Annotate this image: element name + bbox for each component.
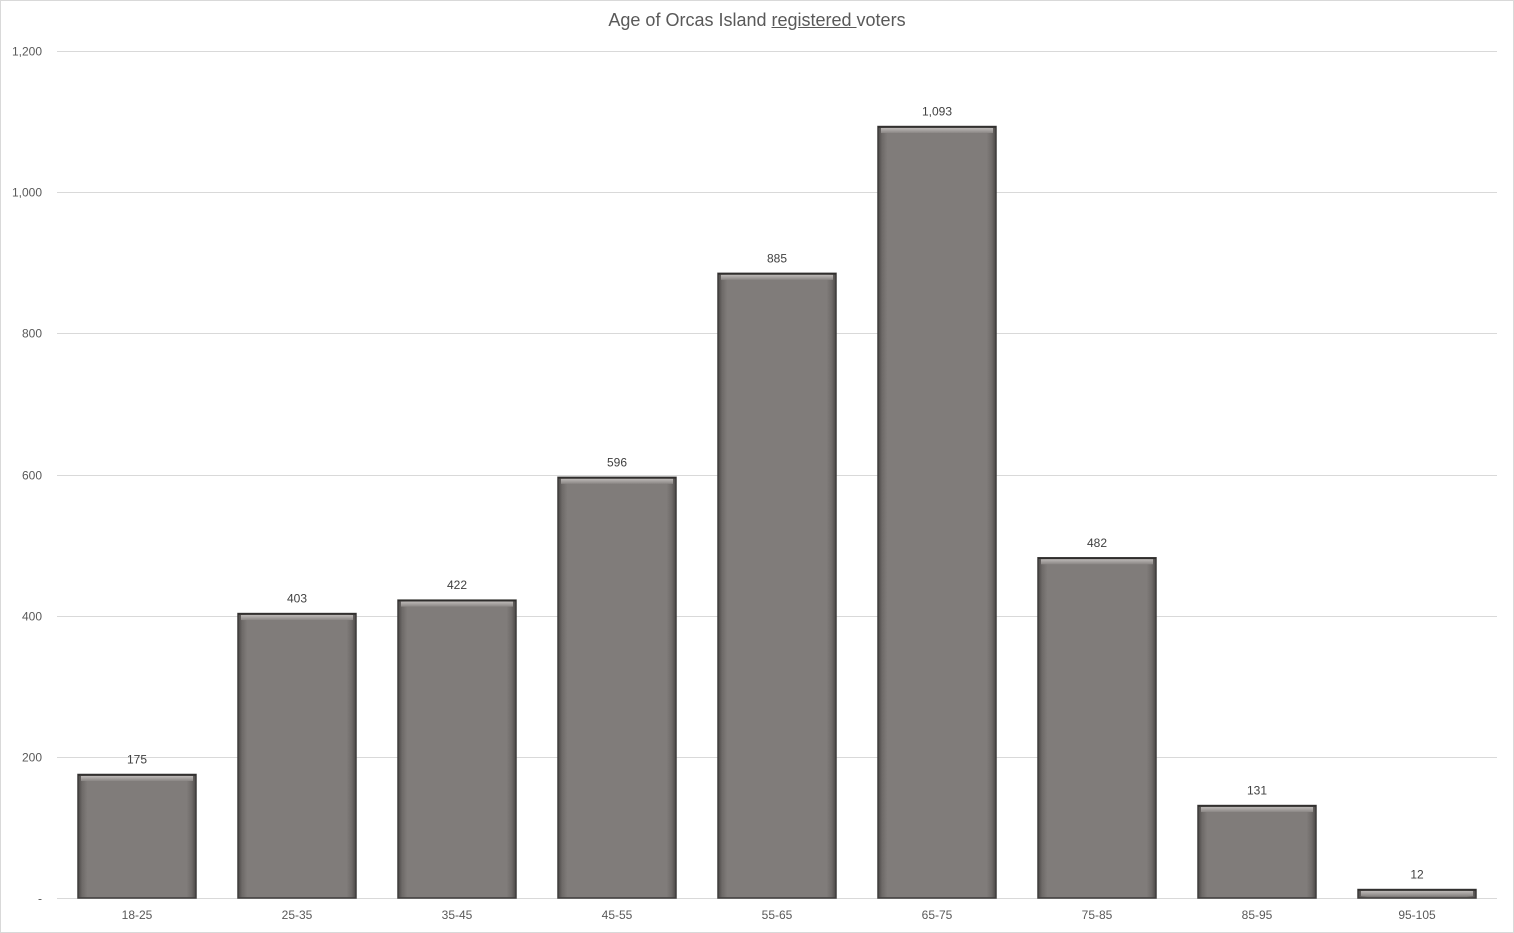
data-labels: 175 403 422 596 885 1,093 482 131 12 <box>127 105 1424 882</box>
bar <box>1197 804 1317 899</box>
bar-bevel <box>401 601 513 607</box>
bar-bevel <box>81 775 193 781</box>
x-tick-label: 85-95 <box>1242 908 1273 922</box>
y-tick-label: 1,200 <box>12 45 42 59</box>
bar <box>1037 557 1157 899</box>
x-axis: 18-25 25-35 35-45 45-55 55-65 65-75 75-85 85-95… <box>122 908 1436 922</box>
data-label: 482 <box>1087 536 1107 550</box>
x-tick-label: 65-75 <box>922 908 953 922</box>
y-tick-label: 200 <box>22 751 42 765</box>
data-label: 12 <box>1410 868 1424 882</box>
y-tick-label: 800 <box>22 327 42 341</box>
bar-bevel <box>1041 559 1153 565</box>
bar-bevel <box>1361 891 1473 897</box>
bar-body <box>77 773 197 899</box>
bar-body <box>397 599 517 899</box>
y-tick-label: 1,000 <box>12 186 42 200</box>
chart-title: Age of Orcas Island registered voters <box>0 10 1514 31</box>
x-tick-label: 75-85 <box>1082 908 1113 922</box>
title-part-1: Age of Orcas Island <box>608 10 772 30</box>
bar-body <box>717 272 837 899</box>
data-label: 1,093 <box>922 105 952 119</box>
bar-body <box>237 612 357 899</box>
data-label: 422 <box>447 578 467 592</box>
data-label: 403 <box>287 592 307 606</box>
bar-body <box>557 476 677 899</box>
y-tick-label: - <box>38 892 42 906</box>
y-axis: - 200 400 600 800 1,000 1,200 <box>12 45 42 906</box>
bar-bevel <box>721 274 833 280</box>
title-part-2-underlined: registered <box>771 10 857 30</box>
bar-body <box>1037 557 1157 899</box>
y-tick-label: 400 <box>22 610 42 624</box>
x-tick-label: 18-25 <box>122 908 153 922</box>
bar <box>557 476 677 899</box>
data-label: 596 <box>607 455 627 469</box>
data-label: 131 <box>1247 784 1267 798</box>
bar <box>77 773 197 899</box>
x-tick-label: 45-55 <box>602 908 633 922</box>
bars <box>77 125 1477 899</box>
x-tick-label: 55-65 <box>762 908 793 922</box>
bar-bevel <box>881 128 993 134</box>
title-part-3: voters <box>856 10 906 30</box>
y-tick-label: 600 <box>22 469 42 483</box>
bar-bevel <box>1201 807 1313 813</box>
x-tick-label: 95-105 <box>1398 908 1436 922</box>
bar-body <box>877 125 997 899</box>
x-tick-label: 25-35 <box>282 908 313 922</box>
bar <box>1357 888 1477 899</box>
bar-body <box>1197 804 1317 899</box>
bar <box>237 612 357 899</box>
bar <box>717 272 837 899</box>
bar <box>397 599 517 899</box>
bar-bevel <box>241 615 353 621</box>
x-tick-label: 35-45 <box>442 908 473 922</box>
bar <box>877 125 997 899</box>
bar-bevel <box>561 478 673 484</box>
data-label: 175 <box>127 752 147 766</box>
data-label: 885 <box>767 251 787 265</box>
